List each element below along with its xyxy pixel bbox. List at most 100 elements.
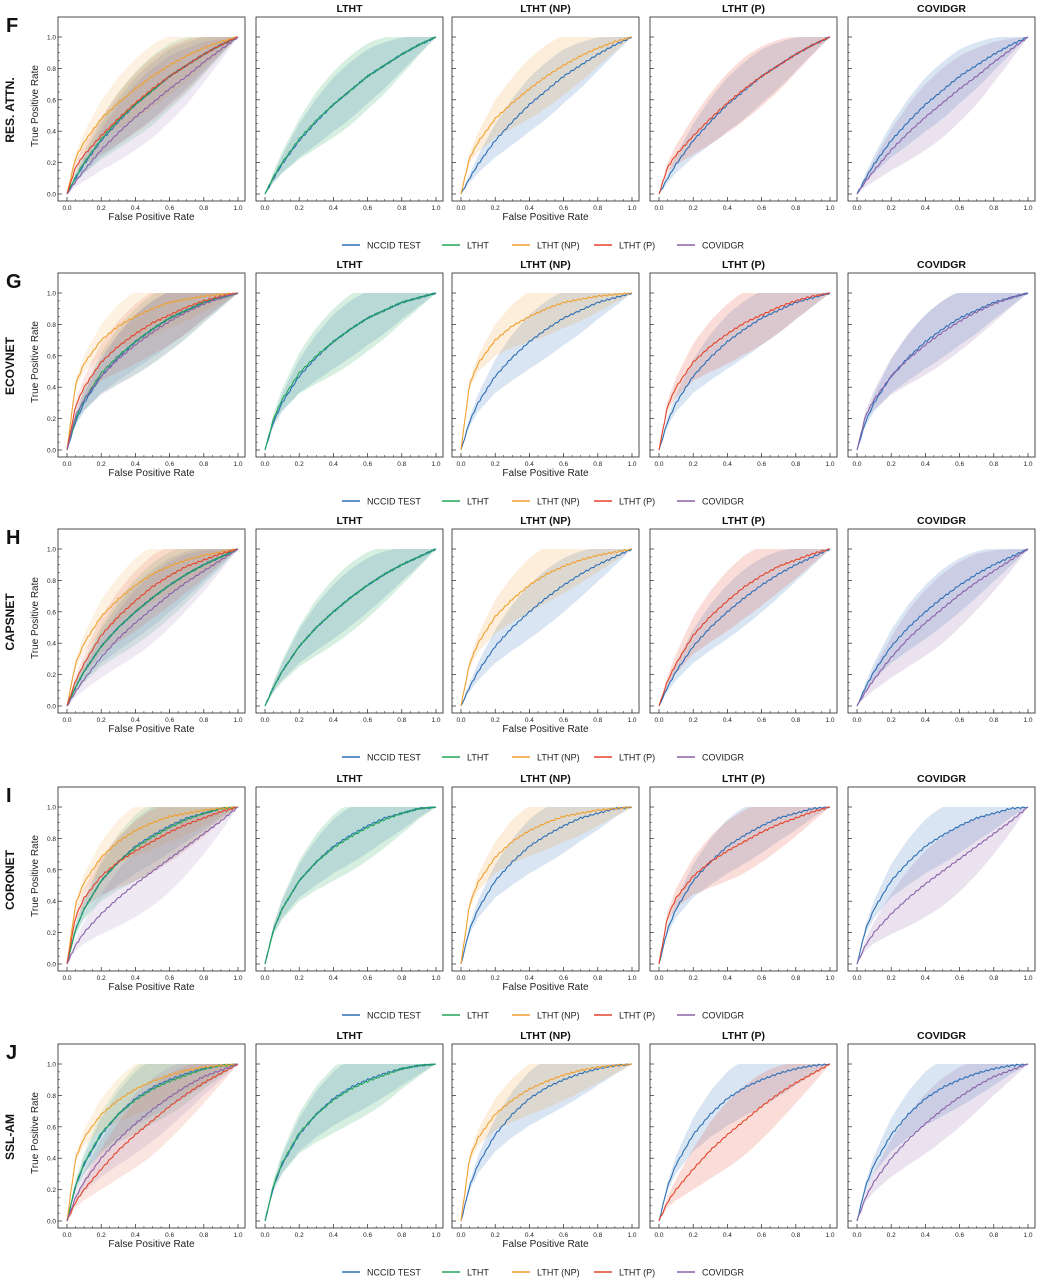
x-tick-label: 0.8 — [593, 205, 602, 212]
panel-title: LTHT (NP) — [520, 259, 571, 271]
x-tick-label: 0.8 — [199, 205, 208, 212]
x-axis-label: False Positive Rate — [108, 212, 195, 223]
roc-curve — [460, 292, 632, 451]
confidence-band — [659, 807, 830, 964]
y-tick-label: 0.0 — [47, 1219, 56, 1226]
x-tick-label: 0.0 — [456, 717, 465, 724]
plot-frame — [57, 272, 246, 458]
roc-curve — [66, 548, 239, 707]
y-tick-label: 1.0 — [47, 547, 56, 554]
x-tick-label: 0.6 — [757, 461, 766, 468]
x-tick-label: 0.0 — [62, 1232, 71, 1239]
legend-label: COVIDGR — [702, 241, 745, 251]
x-tick-label: 1.0 — [431, 975, 440, 982]
y-tick-label: 0.8 — [47, 578, 56, 585]
roc-panel: 0.0 0.2 0.4 0.6 0.8 1.0 0.0 0.2 0.4 0.6 0.8 1.0 Fals… — [47, 1043, 246, 1250]
confidence-band — [67, 37, 238, 194]
confidence-band — [461, 1064, 632, 1221]
legend-item: COVIDGR — [677, 1268, 745, 1278]
x-tick-label: 0.2 — [887, 1232, 896, 1239]
plot-frame — [847, 272, 1036, 458]
x-tick-label: 0.2 — [689, 975, 698, 982]
x-tick-label: 1.0 — [233, 461, 242, 468]
x-tick-label: 0.6 — [363, 975, 372, 982]
legend-item: LTHT (NP) — [512, 1268, 580, 1278]
x-tick-label: 0.0 — [62, 975, 71, 982]
legend-item: COVIDGR — [677, 1011, 745, 1021]
roc-curve — [66, 1063, 239, 1222]
x-tick-label: 0.6 — [757, 975, 766, 982]
x-tick-label: 0.0 — [654, 461, 663, 468]
confidence-band — [67, 293, 238, 450]
roc-curve — [658, 1063, 831, 1222]
roc-curve — [66, 548, 239, 707]
x-tick-label: 0.8 — [791, 205, 800, 212]
y-tick-label: 0.8 — [47, 66, 56, 73]
roc-curve — [66, 548, 239, 707]
roc-curve — [66, 36, 239, 195]
x-axis-label: False Positive Rate — [108, 468, 195, 479]
confidence-band — [461, 1064, 632, 1221]
roc-curve — [264, 548, 437, 707]
confidence-band — [67, 1064, 238, 1221]
roc-curve — [66, 548, 239, 707]
roc-curve — [66, 292, 238, 451]
x-tick-label: 0.0 — [654, 975, 663, 982]
panel-title: LTHT (P) — [722, 1030, 765, 1042]
roc-panel: LTHT (P) 0.0 0.2 0.4 0.6 0.8 1.0 — [649, 515, 838, 724]
x-tick-label: 0.8 — [593, 717, 602, 724]
plot-frame — [451, 16, 640, 202]
y-tick-label: 1.0 — [47, 805, 56, 812]
x-axis-label: False Positive Rate — [108, 724, 195, 735]
x-tick-label: 1.0 — [627, 205, 636, 212]
x-tick-label: 0.8 — [397, 1232, 406, 1239]
roc-curve — [658, 548, 831, 707]
confidence-band — [265, 293, 436, 450]
roc-curve — [460, 548, 633, 707]
legend-item: COVIDGR — [677, 241, 745, 251]
figure-row: J SSL-AM True Positive Rate 0.0 0.2 0.4 0.6 0.8… — [3, 1030, 1036, 1278]
confidence-band — [265, 1064, 436, 1221]
roc-panel: COVIDGR 0.0 0.2 0.4 0.6 0.8 1.0 — [847, 1030, 1036, 1239]
roc-curve — [264, 548, 437, 707]
x-tick-label: 0.2 — [97, 205, 106, 212]
panel-title: COVIDGR — [917, 773, 966, 785]
legend-item: NCCID TEST — [342, 1011, 421, 1021]
y-axis-label: True Positive Rate — [30, 577, 41, 659]
x-tick-label: 0.4 — [131, 205, 140, 212]
confidence-band — [67, 293, 238, 450]
panel-title: LTHT (NP) — [520, 515, 571, 527]
panel-title: LTHT — [336, 259, 363, 271]
confidence-band — [857, 293, 1028, 450]
roc-curve — [856, 36, 1029, 195]
x-tick-label: 0.0 — [62, 461, 71, 468]
confidence-band — [659, 807, 830, 964]
x-tick-label: 0.8 — [791, 461, 800, 468]
y-tick-label: 0.6 — [47, 609, 56, 616]
legend-item: LTHT — [442, 1011, 489, 1021]
y-tick-label: 0.8 — [47, 1093, 56, 1100]
x-tick-label: 0.4 — [329, 461, 338, 468]
confidence-band — [265, 807, 436, 964]
roc-curve — [66, 1063, 238, 1222]
confidence-band — [659, 37, 830, 194]
x-tick-label: 0.4 — [723, 1232, 732, 1239]
roc-curve — [66, 806, 239, 965]
confidence-band — [857, 807, 1028, 964]
panel-title: LTHT (NP) — [520, 3, 571, 15]
legend-label: COVIDGR — [702, 1268, 745, 1278]
row-letter: H — [6, 527, 20, 549]
confidence-band — [461, 37, 632, 194]
roc-panel: LTHT 0.0 0.2 0.4 0.6 0.8 1.0 — [255, 3, 444, 212]
roc-curve — [66, 36, 238, 195]
plot-frame — [451, 786, 640, 972]
x-tick-label: 0.8 — [397, 975, 406, 982]
legend-item: LTHT (NP) — [512, 497, 580, 507]
legend-item: LTHT (P) — [594, 241, 655, 251]
legend-item: LTHT — [442, 497, 489, 507]
x-tick-label: 0.0 — [456, 205, 465, 212]
roc-panel: LTHT (P) 0.0 0.2 0.4 0.6 0.8 1.0 — [649, 3, 838, 212]
confidence-band — [857, 37, 1028, 194]
x-tick-label: 0.8 — [397, 717, 406, 724]
